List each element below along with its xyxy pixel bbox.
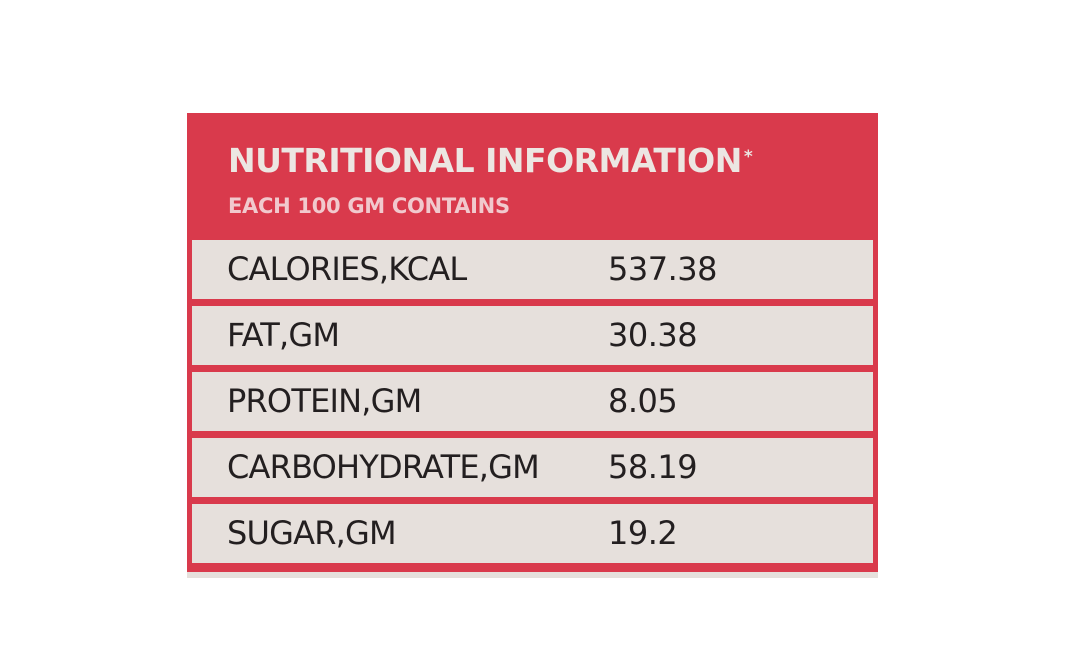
nutrient-value: 537.38 [608,250,717,288]
nutrition-row-protein: PROTEIN,GM 8.05 [192,372,873,431]
nutrition-table: CALORIES,KCAL 537.38 FAT,GM 30.38 PROTEI… [192,240,873,570]
nutrition-row-sugar: SUGAR,GM 19.2 [192,504,873,563]
nutrition-label: NUTRITIONAL INFORMATION * EACH 100 GM CON… [187,113,878,578]
nutrient-value: 8.05 [608,382,678,420]
title-footnote-mark: * [743,147,753,167]
label-title-text: NUTRITIONAL INFORMATION [228,141,742,180]
nutrition-row-carbohydrate: CARBOHYDRATE,GM 58.19 [192,438,873,497]
nutrient-value: 19.2 [608,514,678,552]
nutrient-name: PROTEIN,GM [227,382,422,420]
nutrient-name: FAT,GM [227,316,340,354]
nutrient-name: CALORIES,KCAL [227,250,467,288]
nutrient-name: CARBOHYDRATE,GM [227,448,540,486]
nutrition-row-calories: CALORIES,KCAL 537.38 [192,240,873,299]
label-subtitle: EACH 100 GM CONTAINS [228,194,510,218]
nutrient-value: 30.38 [608,316,698,354]
nutrition-row-fat: FAT,GM 30.38 [192,306,873,365]
nutrient-value: 58.19 [608,448,698,486]
nutrient-name: SUGAR,GM [227,514,397,552]
label-title: NUTRITIONAL INFORMATION * [228,141,753,181]
